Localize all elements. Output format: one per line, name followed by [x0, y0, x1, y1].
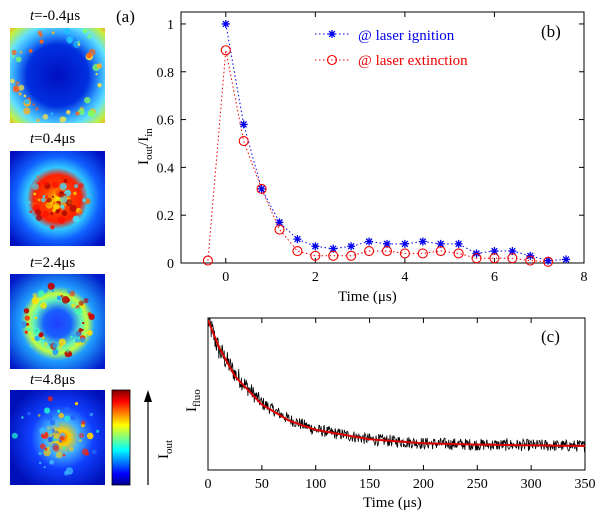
colorbar-label: Iout	[156, 440, 175, 459]
panel-b-star-point	[562, 255, 571, 264]
colorbar-arrow-icon	[144, 390, 152, 485]
panel-b-circle-point	[453, 248, 464, 259]
panel-b-star-point	[221, 19, 230, 28]
panel-b-y-tick-label: 0.4	[157, 161, 175, 176]
panel-b-circle-point	[238, 136, 249, 147]
legend-ignition-label: @ laser ignition	[358, 28, 455, 44]
panel-b-x-tick-label: 8	[581, 270, 588, 285]
frame-4-image	[10, 390, 105, 485]
panel-b-star-point	[418, 237, 427, 246]
panel-b-y-tick-label: 0	[167, 257, 174, 272]
panel-b-star-point	[365, 237, 374, 246]
panel-b-star-point	[544, 256, 553, 265]
panel-b-y-axis-label: Iout/Iin	[136, 128, 155, 165]
frame-3-caption: t=2.4μs	[30, 255, 75, 271]
panel-b-circle-point	[435, 245, 446, 257]
panel-b-star-point	[293, 235, 302, 244]
panel-c-data-trace	[208, 318, 585, 453]
panel-b-star-point	[239, 120, 248, 129]
panel-b-circle-point	[256, 183, 267, 194]
frame-2-image	[10, 151, 105, 246]
panel-b-circle-point	[399, 248, 410, 259]
panel-b-circle-point	[274, 224, 285, 235]
panel-a-label: (a)	[116, 7, 135, 26]
panel-b-star-point	[257, 184, 266, 193]
panel-c-x-tick-label: 150	[359, 477, 380, 492]
panel-b-circle-point	[220, 45, 231, 56]
panel-b-x-axis-label: Time (μs)	[338, 289, 397, 305]
panel-c-x-tick-label: 350	[575, 477, 596, 492]
panel-c-y-axis-label: Ifluo	[184, 389, 203, 412]
panel-b-circle-point	[417, 248, 428, 259]
panel-b-circle-point	[525, 255, 536, 266]
panel-c-x-axis-label: Time (μs)	[363, 495, 422, 511]
panel-b-star-point	[347, 242, 356, 251]
panel-b-y-tick-label: 0.8	[157, 66, 175, 81]
colorbar	[111, 389, 131, 486]
panel-b-circle-point	[471, 253, 482, 264]
panel-b-x-tick-label: 4	[401, 270, 408, 285]
panel-c-ticks: 0 50 100 150 200 250 300 350	[205, 318, 596, 492]
panel-b-axes-box	[180, 11, 585, 264]
panel-c-fit-curve	[208, 319, 585, 447]
panel-b-x-tick-label: 6	[491, 270, 498, 285]
panel-c-chart: 0 50 100 150 200 250 300 350 (c) Time (μs) Iflu…	[184, 317, 596, 511]
panel-b-legend: @ laser ignition @ laser extinction	[315, 28, 468, 69]
frame-3-image	[10, 274, 105, 369]
panel-c-x-tick-label: 250	[467, 477, 488, 492]
panel-b-chart: 0 2 4 6 8 0 0.2 0.4 0.6 0.8 1 (b) @ laser ignition…	[136, 11, 588, 305]
frame-4-caption: t=4.8μs	[30, 372, 75, 388]
panel-b-circle-point	[202, 255, 213, 266]
panel-b-circle-point	[346, 250, 357, 261]
panel-c-x-tick-label: 0	[205, 477, 212, 492]
panel-c-x-tick-label: 50	[255, 477, 269, 492]
panel-b-y-tick-label: 0.6	[157, 114, 175, 129]
panel-b-series-1-line	[207, 50, 549, 263]
panel-b-x-tick-label: 2	[312, 270, 319, 285]
panel-c-label: (c)	[541, 327, 560, 346]
panel-b-circle-point	[364, 245, 375, 257]
panel-b-star-point	[400, 239, 409, 248]
panel-b-circle-point	[489, 253, 500, 264]
panel-b-y-tick-label: 0.2	[157, 209, 175, 224]
panel-b-circle-point	[310, 250, 321, 261]
panel-b-circle-point	[381, 245, 393, 257]
panel-b-star-point	[275, 218, 284, 227]
frame-1-caption: t=-0.4μs	[30, 8, 80, 24]
panel-b-circle-point	[328, 250, 339, 261]
panel-c-x-tick-label: 200	[413, 477, 434, 492]
panel-b-star-point	[454, 239, 463, 248]
panel-b-star-point	[311, 242, 320, 251]
frame-2-caption: t=0.4μs	[30, 131, 75, 147]
panel-b-circle-point	[543, 256, 554, 267]
panel-c-axes-box	[207, 317, 586, 471]
panel-a: (a) t=-0.4μs t=0.4μs t=2.4μs t=4.8μs	[10, 7, 175, 486]
panel-b-star-point	[508, 247, 517, 256]
panel-b-circle-point	[507, 253, 518, 264]
panel-b-star-point	[382, 239, 391, 248]
panel-b-star-point	[436, 239, 445, 248]
panel-c-x-tick-label: 300	[521, 477, 542, 492]
panel-c-x-tick-label: 100	[305, 477, 326, 492]
panel-b-x-tick-label: 0	[222, 270, 229, 285]
frame-1-image	[10, 27, 105, 123]
panel-b-star-point	[490, 247, 499, 256]
legend-circle-marker-icon	[326, 54, 338, 66]
panel-b-label: (b)	[541, 22, 561, 41]
panel-b-circle-point	[292, 245, 303, 257]
panel-b-y-tick-label: 1	[167, 18, 174, 33]
legend-extinction-label: @ laser extinction	[358, 53, 468, 69]
panel-b-star-point	[329, 244, 338, 253]
panel-b-markers	[202, 19, 571, 267]
panel-b-ticks: 0 2 4 6 8 0 0.2 0.4 0.6 0.8 1	[157, 12, 588, 285]
